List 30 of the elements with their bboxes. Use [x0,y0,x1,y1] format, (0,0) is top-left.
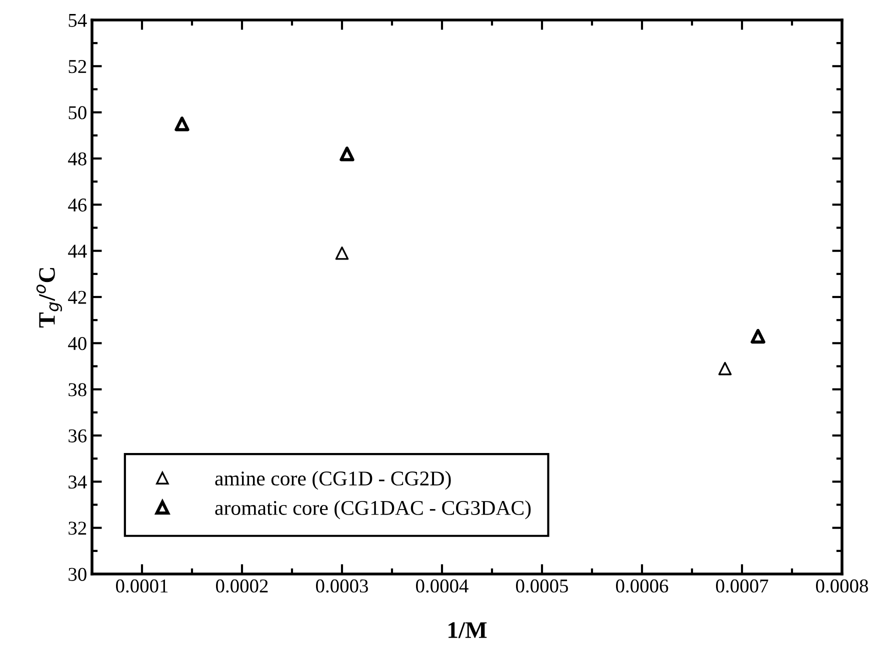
y-tick-label: 52 [68,60,86,74]
x-tick-label: 0.0006 [616,579,668,593]
point [335,246,349,260]
legend-label: amine core (CG1D - CG2D) [215,470,451,490]
y-tick-label: 30 [68,568,86,581]
y-tick-label: 42 [68,290,86,304]
y-tick-label: 36 [68,429,87,442]
x-tick-label: 0.0001 [116,579,168,593]
y-tick-label: 32 [68,522,86,535]
y-tick-label: 34 [68,476,87,489]
y-tick-label: 50 [68,106,86,120]
x-tick-label: 0.0003 [316,579,368,593]
y-tick-label: 46 [68,198,87,212]
point [750,328,766,344]
y-tick-label: 54 [68,14,87,27]
y-axis-title: T$_{g}$/$^{o}$C [36,268,62,328]
x-axis-title: 1/M [448,622,487,638]
x-tick-label: 0.0005 [516,579,568,593]
x-tick-label: 0.0004 [416,579,468,593]
x-tick-label: 0.0002 [216,579,268,593]
legend-label: aromatic core (CG1DAC - CG3DAC) [215,500,531,520]
point [174,116,190,132]
point [718,362,732,376]
y-tick-label: 40 [68,336,86,350]
x-tick-label: 0.0007 [716,579,768,593]
x-tick-label: 0.0008 [816,579,868,593]
y-tick-label: 44 [68,244,87,258]
point [340,146,354,162]
y-tick-label: 48 [68,152,86,166]
y-tick-label: 38 [68,383,86,396]
